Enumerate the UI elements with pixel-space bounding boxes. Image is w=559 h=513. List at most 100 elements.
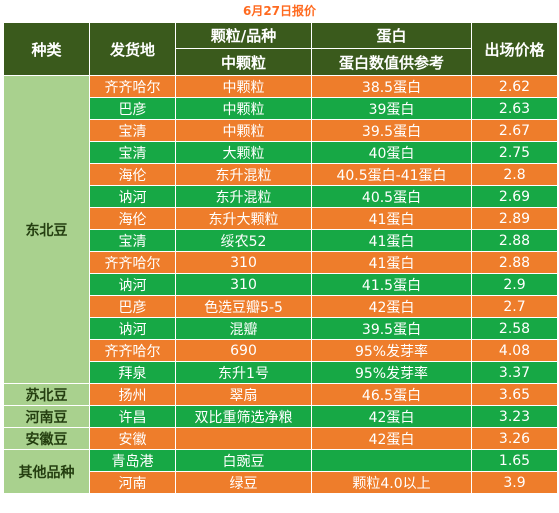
header-row: 种类 发货地 颗粒/品种 蛋白 出场价格 — [3, 22, 558, 76]
table-row: 宝清 中颗粒 39.5蛋白 2.67 — [4, 119, 558, 142]
price-cell: 3.37 — [471, 361, 558, 384]
protein-cell: 39.5蛋白 — [311, 119, 472, 142]
protein-cell: 39蛋白 — [311, 97, 472, 120]
category-cell: 安徽豆 — [3, 427, 90, 450]
header-category: 种类 — [3, 22, 90, 76]
grain-cell: 中颗粒 — [175, 97, 312, 120]
grain-cell — [175, 427, 312, 450]
protein-cell: 41.5蛋白 — [311, 273, 472, 296]
origin-cell: 宝清 — [89, 229, 176, 252]
origin-cell: 安徽 — [89, 427, 176, 450]
protein-cell: 38.5蛋白 — [311, 75, 472, 98]
table-row: 拜泉 东升1号 95%发芽率 3.37 — [4, 361, 558, 384]
protein-cell — [311, 449, 472, 472]
protein-cell: 41蛋白 — [311, 207, 472, 230]
origin-cell: 海伦 — [89, 207, 176, 230]
origin-cell: 齐齐哈尔 — [89, 75, 176, 98]
protein-cell: 42蛋白 — [311, 295, 472, 318]
table-row: 齐齐哈尔 690 95%发芽率 4.08 — [4, 339, 558, 362]
grain-cell: 310 — [175, 251, 312, 274]
table-row: 巴彦 中颗粒 39蛋白 2.63 — [4, 97, 558, 120]
origin-cell: 齐齐哈尔 — [89, 251, 176, 274]
origin-cell: 河南 — [89, 471, 176, 494]
origin-cell: 讷河 — [89, 185, 176, 208]
page-title: 6月27日报价 — [242, 4, 317, 18]
protein-cell: 41蛋白 — [311, 229, 472, 252]
price-cell: 2.75 — [471, 141, 558, 164]
table-row: 其他品种 青岛港 白豌豆 1.65 — [3, 449, 558, 494]
grain-cell: 东升混粒 — [175, 163, 312, 186]
category-cell: 东北豆 — [3, 75, 90, 384]
origin-cell: 巴彦 — [89, 97, 176, 120]
price-cell: 4.08 — [471, 339, 558, 362]
table-row: 宝清 绥农52 41蛋白 2.88 — [4, 229, 558, 252]
header-grain: 颗粒/品种 — [175, 22, 312, 49]
table-row: 河南豆 许昌 双比重筛选净粮 42蛋白 3.23 — [3, 405, 558, 428]
origin-cell: 许昌 — [89, 405, 176, 428]
price-cell: 3.65 — [471, 383, 558, 406]
table-row: 海伦 东升大颗粒 41蛋白 2.89 — [4, 207, 558, 230]
origin-cell: 海伦 — [89, 163, 176, 186]
origin-cell: 讷河 — [89, 273, 176, 296]
origin-cell: 宝清 — [89, 119, 176, 142]
price-cell: 3.26 — [471, 427, 558, 450]
category-cell: 苏北豆 — [3, 383, 90, 406]
price-table: 种类 发货地 颗粒/品种 蛋白 出场价格 中颗粒 蛋白数值供参考 东北豆 齐齐哈… — [3, 22, 558, 494]
protein-cell: 42蛋白 — [311, 405, 472, 428]
origin-cell: 宝清 — [89, 141, 176, 164]
protein-cell: 40.5蛋白-41蛋白 — [311, 163, 472, 186]
header-protein-sub: 蛋白数值供参考 — [311, 48, 472, 76]
origin-cell: 巴彦 — [89, 295, 176, 318]
price-cell: 3.9 — [471, 471, 558, 494]
price-cell: 2.88 — [471, 251, 558, 274]
table-row: 海伦 东升混粒 40.5蛋白-41蛋白 2.8 — [4, 163, 558, 186]
price-cell: 2.7 — [471, 295, 558, 318]
origin-cell: 拜泉 — [89, 361, 176, 384]
table-row: 讷河 混瓣 39.5蛋白 2.58 — [4, 317, 558, 340]
protein-cell: 95%发芽率 — [311, 339, 472, 362]
protein-cell: 95%发芽率 — [311, 361, 472, 384]
grain-cell: 中颗粒 — [175, 75, 312, 98]
table-row: 齐齐哈尔 310 41蛋白 2.88 — [4, 251, 558, 274]
origin-cell: 齐齐哈尔 — [89, 339, 176, 362]
origin-cell: 青岛港 — [89, 449, 176, 472]
grain-cell: 翠扇 — [175, 383, 312, 406]
protein-cell: 40蛋白 — [311, 141, 472, 164]
price-cell: 1.65 — [471, 449, 558, 472]
table-row: 宝清 大颗粒 40蛋白 2.75 — [4, 141, 558, 164]
price-cell: 2.62 — [471, 75, 558, 98]
protein-cell: 40.5蛋白 — [311, 185, 472, 208]
price-cell: 2.63 — [471, 97, 558, 120]
grain-cell: 色选豆瓣5-5 — [175, 295, 312, 318]
table-row: 苏北豆 扬州 翠扇 46.5蛋白 3.65 — [3, 383, 558, 406]
price-cell: 2.9 — [471, 273, 558, 296]
grain-cell: 310 — [175, 273, 312, 296]
price-cell: 3.23 — [471, 405, 558, 428]
grain-cell: 东升混粒 — [175, 185, 312, 208]
protein-cell: 42蛋白 — [311, 427, 472, 450]
grain-cell: 绿豆 — [175, 471, 312, 494]
price-cell: 2.8 — [471, 163, 558, 186]
price-cell: 2.58 — [471, 317, 558, 340]
table-row: 东北豆 齐齐哈尔 中颗粒 38.5蛋白 2.62 — [3, 75, 558, 384]
protein-cell: 46.5蛋白 — [311, 383, 472, 406]
header-protein: 蛋白 — [311, 22, 472, 49]
header-price: 出场价格 — [471, 22, 558, 76]
origin-cell: 扬州 — [89, 383, 176, 406]
table-row: 安徽豆 安徽 42蛋白 3.26 — [3, 427, 558, 450]
grain-cell: 中颗粒 — [175, 119, 312, 142]
protein-cell: 颗粒4.0以上 — [311, 471, 472, 494]
price-cell: 2.88 — [471, 229, 558, 252]
table-row: 巴彦 色选豆瓣5-5 42蛋白 2.7 — [4, 295, 558, 318]
category-cell: 河南豆 — [3, 405, 90, 428]
grain-cell: 白豌豆 — [175, 449, 312, 472]
origin-cell: 讷河 — [89, 317, 176, 340]
protein-cell: 41蛋白 — [311, 251, 472, 274]
header-row-sub: 中颗粒 蛋白数值供参考 — [4, 48, 558, 76]
header-origin: 发货地 — [89, 22, 176, 76]
price-cell: 2.67 — [471, 119, 558, 142]
price-cell: 2.89 — [471, 207, 558, 230]
category-cell: 其他品种 — [3, 449, 90, 494]
grain-cell: 混瓣 — [175, 317, 312, 340]
protein-cell: 39.5蛋白 — [311, 317, 472, 340]
